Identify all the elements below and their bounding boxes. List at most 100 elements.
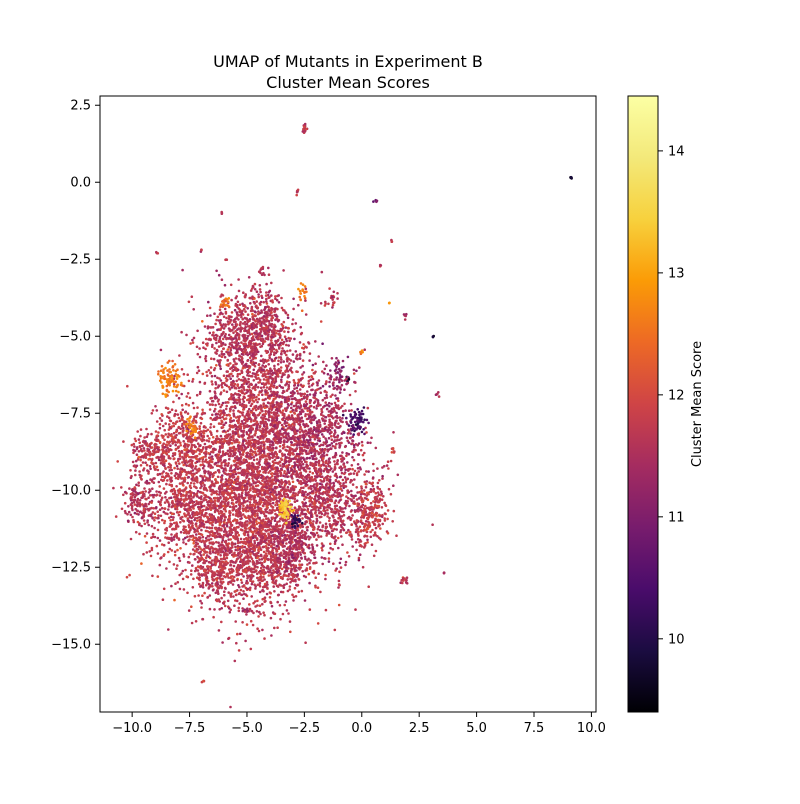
scatter-point xyxy=(231,513,235,516)
scatter-point xyxy=(243,526,247,530)
scatter-point xyxy=(244,380,247,383)
scatter-point xyxy=(245,482,249,485)
scatter-point xyxy=(231,454,235,458)
scatter-point xyxy=(267,511,271,515)
scatter-point xyxy=(293,337,296,341)
scatter-point xyxy=(297,303,300,307)
scatter-point xyxy=(191,401,195,405)
scatter-point xyxy=(280,423,284,427)
scatter-point xyxy=(274,512,277,516)
scatter-point xyxy=(257,442,260,446)
scatter-point xyxy=(246,537,249,541)
scatter-point xyxy=(251,485,255,488)
scatter-point xyxy=(191,513,194,516)
scatter-point xyxy=(261,398,265,402)
scatter-point xyxy=(258,500,261,504)
scatter-point xyxy=(229,466,233,470)
scatter-point xyxy=(260,389,264,392)
scatter-point xyxy=(279,471,282,475)
scatter-point xyxy=(230,479,234,482)
scatter-point xyxy=(229,472,232,476)
scatter-point xyxy=(203,382,206,385)
scatter-point xyxy=(247,509,250,513)
scatter-point xyxy=(269,390,273,393)
scatter-point xyxy=(252,396,256,399)
scatter-point xyxy=(350,538,354,541)
scatter-point xyxy=(231,509,234,512)
scatter-point xyxy=(194,620,198,623)
scatter-point xyxy=(225,379,228,383)
scatter-point xyxy=(205,476,208,480)
scatter-point xyxy=(260,309,263,312)
scatter-point xyxy=(212,447,216,451)
scatter-point xyxy=(192,336,196,340)
scatter-point xyxy=(253,506,257,510)
scatter-point xyxy=(275,499,279,503)
scatter-point xyxy=(229,283,233,287)
scatter-point xyxy=(242,444,246,447)
scatter-point xyxy=(207,452,210,455)
scatter-point xyxy=(262,450,266,453)
scatter-point xyxy=(225,482,229,486)
scatter-point xyxy=(236,479,239,482)
scatter-point xyxy=(201,320,204,323)
scatter-point xyxy=(186,481,189,485)
scatter-point xyxy=(264,375,268,379)
scatter-point xyxy=(298,400,301,404)
scatter-point xyxy=(273,612,277,616)
scatter-point xyxy=(249,586,252,590)
scatter-point xyxy=(261,545,265,549)
scatter-point xyxy=(282,443,286,446)
scatter-point xyxy=(173,521,176,525)
scatter-point xyxy=(249,519,252,522)
scatter-point xyxy=(278,480,282,484)
scatter-point xyxy=(293,412,297,415)
scatter-point xyxy=(245,454,249,457)
scatter-point xyxy=(234,416,238,419)
scatter-point xyxy=(274,435,278,438)
scatter-point xyxy=(230,489,234,493)
scatter-point xyxy=(238,632,242,636)
chart-title-line-2: Cluster Mean Scores xyxy=(266,73,430,92)
scatter-point xyxy=(189,573,193,576)
scatter-point xyxy=(279,528,283,531)
scatter-point xyxy=(228,448,232,451)
scatter-point xyxy=(289,395,293,398)
scatter-point xyxy=(266,378,270,382)
scatter-point xyxy=(228,469,232,472)
scatter-point xyxy=(222,330,225,334)
scatter-point xyxy=(219,502,222,505)
scatter-point xyxy=(257,473,261,477)
scatter-point xyxy=(267,382,271,385)
scatter-point xyxy=(282,474,285,478)
scatter-point xyxy=(381,477,384,480)
scatter-point xyxy=(285,368,289,372)
scatter-point xyxy=(244,305,247,309)
scatter-point xyxy=(289,410,293,414)
scatter-point xyxy=(293,586,297,590)
scatter-point xyxy=(191,380,194,383)
scatter-point xyxy=(255,395,258,399)
scatter-point xyxy=(256,446,259,450)
scatter-point xyxy=(349,402,353,406)
scatter-point xyxy=(270,604,274,608)
scatter-point xyxy=(255,290,259,294)
scatter-point xyxy=(318,439,322,443)
scatter-point xyxy=(241,453,245,456)
scatter-point xyxy=(232,409,235,412)
scatter-point xyxy=(260,371,263,374)
scatter-point xyxy=(268,457,271,461)
scatter-point xyxy=(263,406,267,410)
scatter-point xyxy=(236,539,240,542)
scatter-point xyxy=(224,323,227,326)
scatter-point xyxy=(269,367,272,371)
scatter-point xyxy=(227,605,230,608)
scatter-point xyxy=(235,379,238,383)
scatter-point xyxy=(219,434,223,438)
scatter-point xyxy=(239,481,242,484)
scatter-point xyxy=(176,564,179,567)
scatter-point xyxy=(294,322,298,325)
scatter-point xyxy=(230,393,233,396)
scatter-point xyxy=(280,478,283,482)
scatter-point xyxy=(248,319,251,323)
